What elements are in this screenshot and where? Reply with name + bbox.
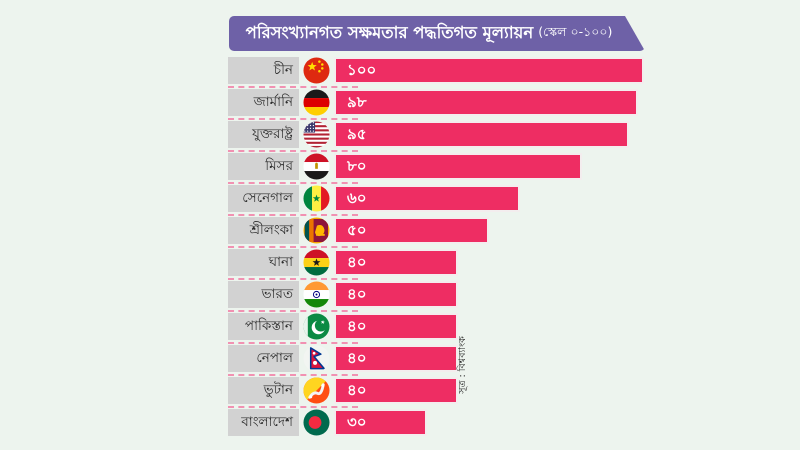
- chart-title-banner: পরিসংখ্যানগত সক্ষমতার পদ্ধতিগত মূল্যায়ন…: [229, 16, 645, 51]
- value-bar: ৩০: [334, 409, 427, 436]
- value-bar: ৪০: [334, 249, 458, 276]
- bar-value-label: ৮০: [347, 157, 367, 175]
- bar-value-label: ৪০: [347, 285, 367, 303]
- country-label: ভুটান: [228, 377, 299, 404]
- chart-row: যুক্তরাষ্ট্র ৯৫: [228, 121, 644, 148]
- flag-nepal-icon: [303, 345, 330, 372]
- flag-senegal-icon: [303, 185, 330, 212]
- chart-title: পরিসংখ্যানগত সক্ষমতার পদ্ধতিগত মূল্যায়ন: [245, 23, 534, 42]
- value-bar: ৯৮: [334, 89, 638, 116]
- bar-value-label: ৫০: [347, 221, 367, 239]
- country-label: মিসর: [228, 153, 299, 180]
- chart-row: চীন ১০০: [228, 57, 644, 84]
- country-label: পাকিস্তান: [228, 313, 299, 340]
- bar-value-label: ৯৫: [347, 125, 367, 143]
- bar-value-label: ৩০: [347, 413, 367, 431]
- flag-sri-lanka-icon: [303, 217, 330, 244]
- country-label: সেনেগাল: [228, 185, 299, 212]
- bar-value-label: ৪০: [347, 253, 367, 271]
- flag-usa-icon: [303, 121, 330, 148]
- chart-row: সেনেগাল ৬০: [228, 185, 644, 212]
- flag-bangladesh-icon: [303, 409, 330, 436]
- value-bar: ৯৫: [334, 121, 629, 148]
- chart-row: মিসর ৮০: [228, 153, 644, 180]
- bar-value-label: ১০০: [347, 61, 377, 79]
- bar-value-label: ৪০: [347, 317, 367, 335]
- country-label: যুক্তরাষ্ট্র: [228, 121, 299, 148]
- value-bar: ৪০: [334, 313, 458, 340]
- chart-row: ঘানা ৪০: [228, 249, 644, 276]
- flag-india-icon: [303, 281, 330, 308]
- bar-value-label: ৬০: [347, 189, 367, 207]
- chart-row: জার্মানি ৯৮: [228, 89, 644, 116]
- bar-value-label: ৪০: [347, 349, 367, 367]
- country-label: চীন: [228, 57, 299, 84]
- chart-row: বাংলাদেশ ৩০: [228, 409, 644, 436]
- source-credit: সূত্র : বিশ্বব্যাংক: [457, 336, 468, 394]
- flag-ghana-icon: [303, 249, 330, 276]
- country-label: শ্রীলংকা: [228, 217, 299, 244]
- flag-pakistan-icon: [303, 313, 330, 340]
- flag-egypt-icon: [303, 153, 330, 180]
- chart-row: ভারত ৪০: [228, 281, 644, 308]
- country-label: ভারত: [228, 281, 299, 308]
- bar-value-label: ৯৮: [347, 93, 367, 111]
- value-bar: ৪০: [334, 377, 458, 404]
- flag-bhutan-icon: [303, 377, 330, 404]
- country-label: বাংলাদেশ: [228, 409, 299, 436]
- country-label: নেপাল: [228, 345, 299, 372]
- value-bar: ১০০: [334, 57, 644, 84]
- country-label: ঘানা: [228, 249, 299, 276]
- value-bar: ৫০: [334, 217, 489, 244]
- chart-row: পাকিস্তান ৪০: [228, 313, 644, 340]
- country-label: জার্মানি: [228, 89, 299, 116]
- flag-germany-icon: [303, 89, 330, 116]
- flag-china-icon: [303, 57, 330, 84]
- bar-value-label: ৪০: [347, 381, 367, 399]
- chart-title-scale-note: (স্কেল ০-১০০): [538, 23, 613, 39]
- value-bar: ৪০: [334, 281, 458, 308]
- value-bar: ৪০: [334, 345, 458, 372]
- chart-row: শ্রীলংকা ৫০: [228, 217, 644, 244]
- value-bar: ৮০: [334, 153, 582, 180]
- value-bar: ৬০: [334, 185, 520, 212]
- bar-chart: চীন ১০০ জার্মানি ৯৮ যুক্তরাষ্ট্র ৯৫ মিসর ৮০…: [228, 57, 644, 436]
- chart-row: ভুটান ৪০: [228, 377, 644, 404]
- chart-row: নেপাল ৪০: [228, 345, 644, 372]
